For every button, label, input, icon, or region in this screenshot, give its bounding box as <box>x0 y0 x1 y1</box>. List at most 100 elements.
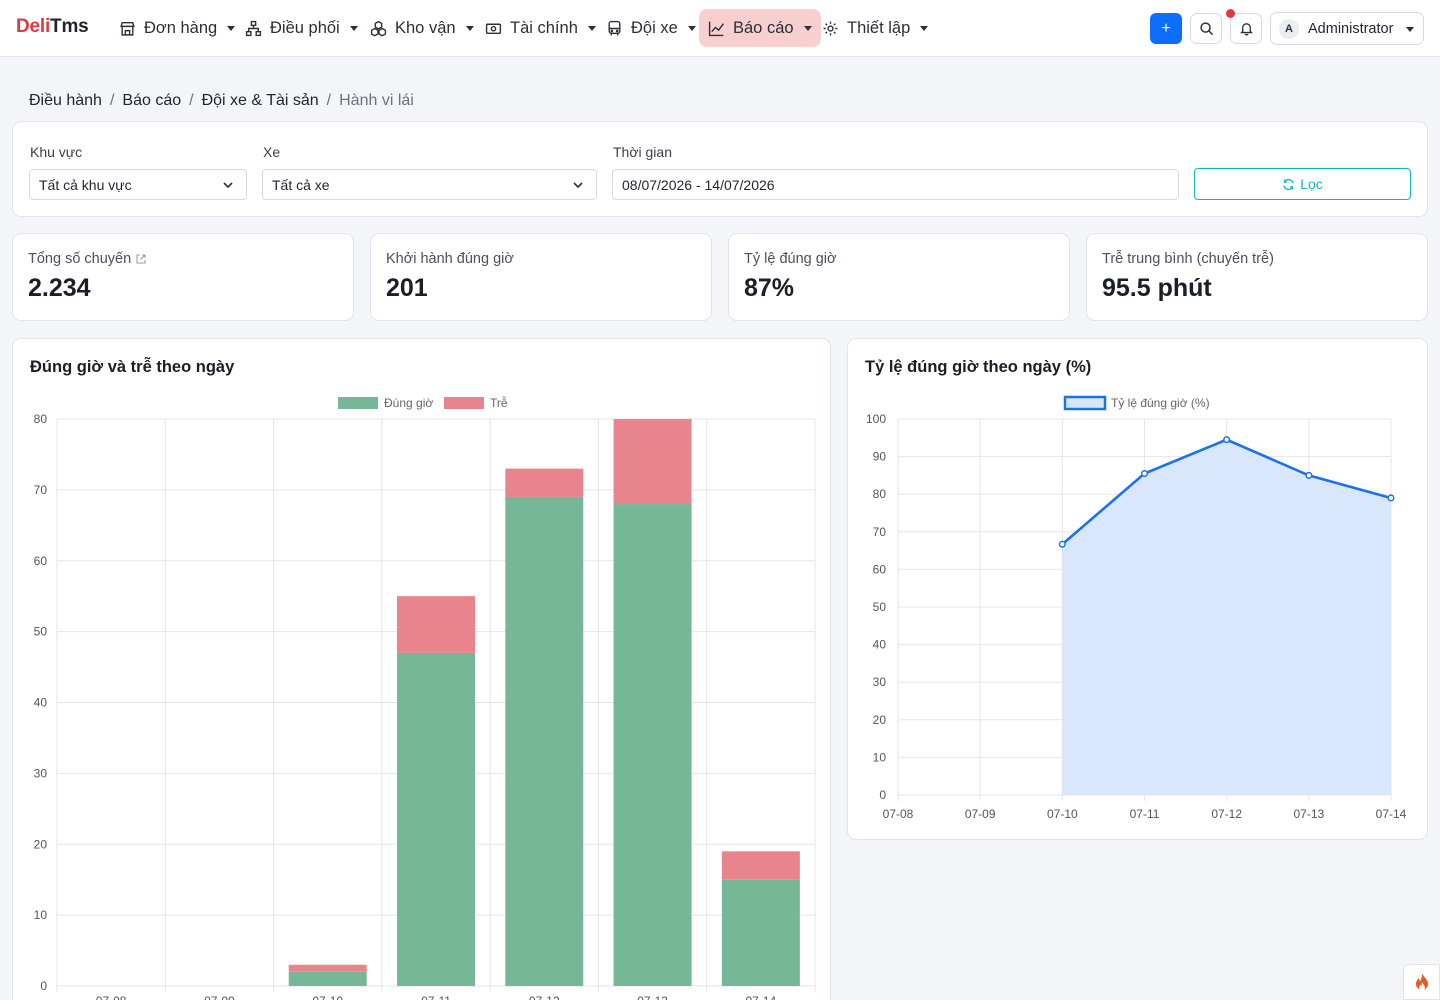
breadcrumb-item[interactable]: Đội xe & Tài sản <box>201 92 319 109</box>
legend-swatch <box>338 397 378 409</box>
nav-item-fleet[interactable]: Đội xe <box>597 9 705 47</box>
caret-down-icon <box>920 25 929 31</box>
y-tick-label: 10 <box>34 908 48 922</box>
chart-legend: Đúng giờ Trễ <box>338 395 508 410</box>
y-tick-label: 30 <box>873 675 887 689</box>
vehicle-select[interactable]: Tất cả xe <box>262 169 597 200</box>
y-tick-label: 20 <box>873 713 887 727</box>
breadcrumb-item[interactable]: Báo cáo <box>122 92 182 109</box>
bar-ontime <box>613 504 692 986</box>
data-point <box>1058 540 1066 548</box>
nav-label: Điều phối <box>270 18 340 37</box>
caret-down-icon <box>349 25 358 31</box>
x-tick-label: 07-14 <box>1376 807 1407 821</box>
stat-value: 95.5 phút <box>1102 274 1212 302</box>
data-point <box>1223 436 1231 444</box>
nav-item-dispatch[interactable]: Điều phối <box>236 9 367 47</box>
y-tick-label: 50 <box>873 600 887 614</box>
add-button[interactable]: + <box>1150 13 1182 44</box>
breadcrumb-current: Hành vi lái <box>339 92 414 109</box>
caret-down-icon <box>803 25 812 31</box>
x-tick-label: 07-12 <box>1211 807 1242 821</box>
stat-card-ontime-rate: Tỷ lệ đúng giờ 87% <box>728 233 1070 321</box>
region-value: Tất cả khu vực <box>39 176 132 193</box>
brand-logo[interactable]: DeliTms <box>16 16 89 37</box>
x-tick-label: 07-11 <box>1130 807 1160 821</box>
region-select[interactable]: Tất cả khu vực <box>29 169 247 200</box>
stat-value: 2.234 <box>28 274 91 302</box>
x-tick-label: 07-14 <box>746 994 777 1000</box>
user-name: Administrator <box>1308 20 1394 37</box>
bar-late <box>397 596 475 653</box>
caret-down-icon <box>687 25 696 31</box>
filter-card: Khu vực Tất cả khu vực Xe Tất cả xe Thời… <box>12 121 1428 217</box>
caret-down-icon <box>227 25 236 31</box>
ontime-rate-line-chart: Tỷ lệ đúng giờ (%) 0 10 20 30 40 50 60 70 80 90 10… <box>866 395 1407 821</box>
external-link-icon[interactable] <box>135 253 147 265</box>
chart-legend: Tỷ lệ đúng giờ (%) <box>1063 395 1210 411</box>
y-tick-label: 40 <box>34 696 48 710</box>
search-button[interactable] <box>1190 13 1222 44</box>
stat-card-average-delay: Trễ trung bình (chuyến trễ) 95.5 phút <box>1086 233 1428 321</box>
stat-card-total-trips: Tổng số chuyến 2.234 <box>12 233 354 321</box>
nav-item-warehouse[interactable]: Kho vận <box>361 9 483 47</box>
caret-down-icon <box>587 25 596 31</box>
y-tick-label: 80 <box>34 412 48 426</box>
breadcrumb-separator: / <box>326 92 332 109</box>
caret-down-icon <box>1406 27 1414 32</box>
breadcrumb-separator: / <box>189 92 194 109</box>
line-chart-card: Tỷ lệ đúng giờ theo ngày (%) Tỷ lệ đúng … <box>847 338 1428 840</box>
nav-item-orders[interactable]: Đơn hàng <box>110 9 244 47</box>
bar-late <box>505 468 584 497</box>
legend-label: Tỷ lệ đúng giờ (%) <box>1111 396 1210 410</box>
stat-label: Khởi hành đúng giờ <box>386 251 514 267</box>
refresh-icon <box>1283 178 1294 190</box>
x-tick-label: 07-10 <box>312 994 343 1000</box>
chevron-down-icon <box>223 182 233 189</box>
bar-ontime <box>288 971 367 986</box>
ontime-late-bar-chart: Đúng giờ Trễ 0 10 20 30 40 50 60 70 80 07-08 07-09 0… <box>34 395 816 1000</box>
flame-button[interactable] <box>1403 964 1440 1000</box>
bar-late <box>721 851 800 880</box>
stat-label: Trễ trung bình (chuyến trễ) <box>1102 251 1274 267</box>
chart-line-icon <box>708 21 724 36</box>
stat-label: Tỷ lệ đúng giờ <box>744 251 837 267</box>
bell-icon <box>1239 23 1253 36</box>
region-label: Khu vực <box>30 144 83 160</box>
notification-badge <box>1226 9 1235 18</box>
stat-value: 201 <box>386 274 428 302</box>
store-icon <box>120 21 135 36</box>
chevron-down-icon <box>573 182 583 189</box>
boxes-icon <box>370 20 387 37</box>
chart-title: Đúng giờ và trễ theo ngày <box>30 358 235 376</box>
nav-item-finance[interactable]: Tài chính <box>476 9 605 47</box>
x-tick-label: 07-11 <box>421 994 451 1000</box>
bar-late <box>288 964 367 972</box>
breadcrumb-item[interactable]: Điều hành <box>29 92 102 109</box>
y-tick-label: 40 <box>873 638 887 652</box>
legend-swatch <box>444 397 484 409</box>
flame-icon <box>1415 973 1428 991</box>
filter-button[interactable]: Lọc <box>1194 168 1411 200</box>
nav-item-settings[interactable]: Thiết lập <box>813 9 937 47</box>
y-tick-label: 20 <box>34 837 48 851</box>
bar-ontime <box>397 652 475 986</box>
search-icon <box>1199 22 1213 36</box>
time-label: Thời gian <box>613 144 672 160</box>
user-menu[interactable]: A Administrator <box>1270 12 1424 45</box>
data-point <box>1140 469 1149 478</box>
y-tick-label: 10 <box>873 750 887 764</box>
nav-label: Kho vận <box>395 18 456 37</box>
date-range-input[interactable]: 08/07/2026 - 14/07/2026 <box>612 169 1179 200</box>
vehicle-label: Xe <box>263 144 281 160</box>
nav-label: Báo cáo <box>733 18 794 37</box>
data-point <box>1387 494 1395 502</box>
nav-label: Thiết lập <box>847 18 911 37</box>
y-tick-label: 50 <box>34 625 48 639</box>
y-tick-label: 70 <box>34 483 48 497</box>
x-tick-label: 07-09 <box>965 807 996 821</box>
x-tick-label: 07-10 <box>1047 807 1078 821</box>
x-tick-label: 07-12 <box>529 994 560 1000</box>
nav-item-reports[interactable]: Báo cáo <box>699 9 821 47</box>
notifications-button[interactable] <box>1230 13 1262 44</box>
